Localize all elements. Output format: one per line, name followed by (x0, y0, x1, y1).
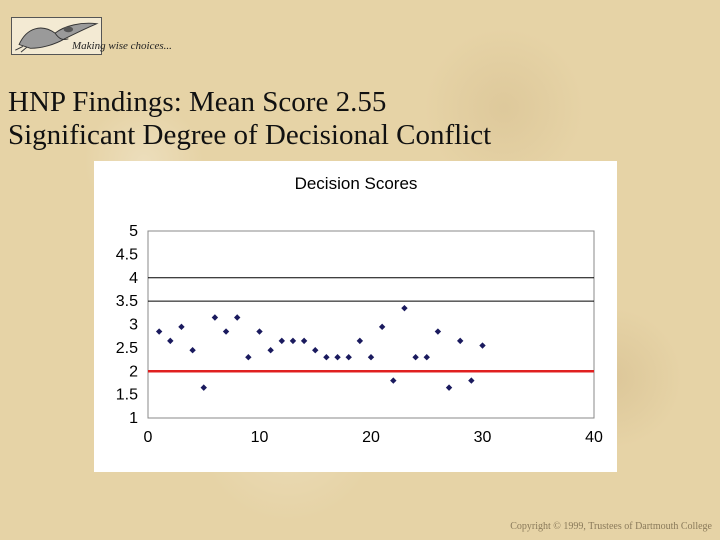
data-point-22 (401, 304, 408, 312)
data-point-7 (234, 314, 241, 321)
data-point-18 (356, 337, 364, 345)
data-point-12 (289, 337, 297, 345)
data-point-4 (200, 384, 207, 391)
data-point-26 (445, 384, 453, 391)
page-title: HNP Findings: Mean Score 2.55 Significan… (8, 86, 491, 152)
data-point-2 (178, 323, 185, 331)
data-point-16 (334, 354, 341, 361)
plot-area-frame (147, 230, 595, 419)
y-tick-label-2: 2 (129, 363, 138, 380)
chart-title: Decision Scores (295, 174, 418, 193)
data-point-20 (378, 323, 386, 331)
data-point-13 (300, 337, 308, 345)
data-point-6 (222, 328, 230, 335)
data-point-3 (189, 347, 196, 354)
x-tick-label-2: 20 (362, 429, 380, 446)
decision-scores-chart: Decision Scores 1 1.5 2 2.5 3 3.5 4 4.5 5 0 10 20 30… (94, 161, 617, 472)
title-line-1: HNP Findings: Mean Score 2.55 (8, 86, 387, 118)
x-tick-label-1: 10 (251, 429, 269, 446)
data-point-11 (278, 337, 285, 345)
copyright-notice: Copyright © 1999, Trustees of Dartmouth … (510, 521, 712, 532)
data-point-5 (211, 314, 219, 321)
data-point-27 (457, 337, 464, 345)
data-point-24 (423, 354, 430, 361)
data-point-9 (256, 328, 263, 335)
data-point-28 (468, 377, 475, 384)
y-tick-label-7: 4.5 (116, 246, 138, 263)
y-tick-label-0: 1 (129, 410, 138, 427)
tagline: Making wise choices... (72, 40, 172, 52)
data-point-19 (367, 354, 375, 361)
y-tick-label-1: 1.5 (116, 387, 138, 404)
duck-in-flight-icon (11, 17, 102, 55)
x-tick-label-3: 30 (474, 429, 492, 446)
y-tick-label-6: 4 (129, 270, 138, 287)
x-tick-label-4: 40 (585, 429, 603, 446)
x-tick-label-0: 0 (144, 429, 153, 446)
data-point-29 (479, 342, 486, 349)
data-point-15 (323, 354, 330, 361)
y-tick-label-3: 2.5 (116, 340, 138, 357)
data-point-10 (267, 347, 274, 354)
y-tick-label-4: 3 (129, 317, 138, 334)
data-point-1 (167, 337, 174, 345)
data-point-0 (155, 328, 163, 335)
title-line-2: Significant Degree of Decisional Conflic… (8, 119, 492, 151)
chart-svg: Decision Scores 1 1.5 2 2.5 3 3.5 4 4.5 5 0 10 20 30… (116, 174, 603, 446)
data-point-17 (345, 354, 352, 361)
data-point-14 (312, 347, 319, 354)
data-point-8 (245, 354, 252, 361)
y-tick-label-5: 3.5 (116, 293, 138, 310)
y-tick-label-8: 5 (129, 223, 138, 240)
data-point-25 (434, 328, 442, 335)
data-point-21 (390, 377, 397, 384)
data-point-23 (412, 354, 419, 361)
logo-graphic (15, 22, 99, 53)
